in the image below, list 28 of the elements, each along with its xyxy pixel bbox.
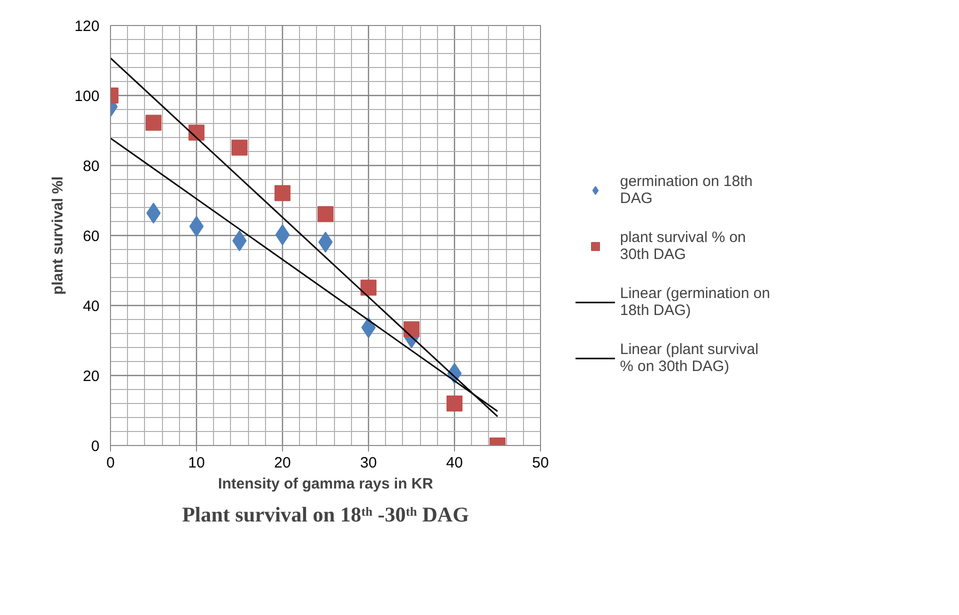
point (146, 114, 162, 131)
point (318, 206, 334, 222)
y-tick-label: 120 (74, 18, 100, 35)
y-tick-label: 100 (74, 88, 100, 105)
point (446, 396, 462, 412)
point (404, 321, 420, 338)
x-tick-label: 40 (446, 454, 463, 472)
point (232, 140, 248, 156)
x-axis-title: Intensity of gamma rays in KR (218, 476, 434, 492)
y-tick-label: 40 (82, 298, 100, 315)
legend-label: plant survival % on 30th DAG (620, 229, 746, 263)
legend-label: Linear (germination on 18th DAG) (620, 285, 770, 319)
point (188, 124, 204, 141)
point (360, 280, 376, 296)
x-tick-label: 10 (188, 454, 205, 472)
y-tick-label: 60 (82, 228, 100, 245)
y-tick-label: 20 (82, 368, 100, 385)
y-tick-label: 80 (82, 158, 100, 175)
legend-label: germination on 18th DAG (620, 173, 753, 207)
y-axis-title: plant survival %l (49, 176, 66, 295)
x-tick-label: 50 (532, 454, 549, 472)
text: Plant survival on 18ᵗʰ -30ᵗʰ DAG (182, 502, 469, 526)
y-tick-label: 0 (91, 438, 100, 455)
legend-label: Linear (plant survival % on 30th DAG) (620, 341, 758, 375)
x-tick-label: 0 (106, 454, 115, 472)
x-tick-label: 30 (360, 454, 377, 472)
point (274, 185, 290, 202)
x-tick-label: 20 (274, 454, 291, 472)
